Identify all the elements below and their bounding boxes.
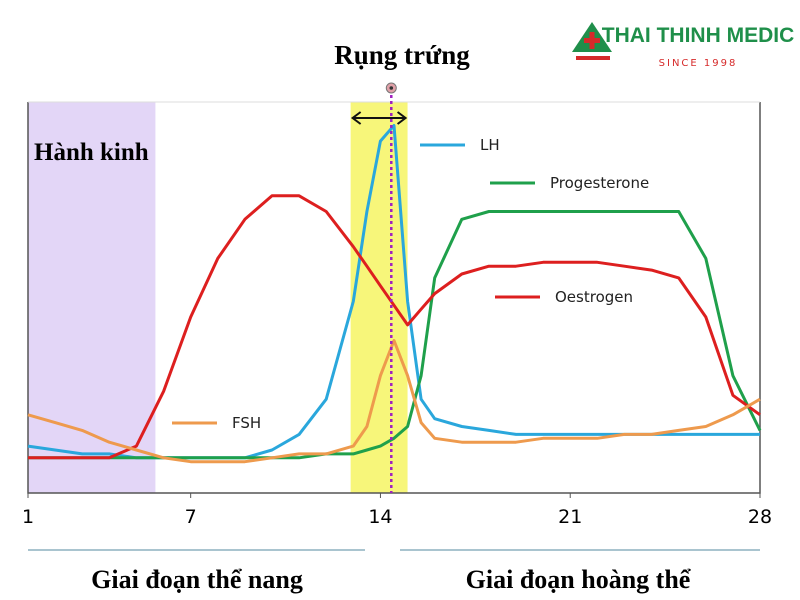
logo-base xyxy=(576,56,610,60)
logo: THAI THINH MEDIC SINCE 1998 xyxy=(572,22,794,69)
logo-since: SINCE 1998 xyxy=(659,58,738,69)
phase-label: Giai đoạn thể nang xyxy=(91,565,303,594)
ovulation-label: Rụng trứng xyxy=(334,40,470,70)
x-tick-label: 7 xyxy=(185,506,197,528)
x-tick-label: 1 xyxy=(22,506,34,528)
logo-cross xyxy=(589,32,595,49)
legend-label: LH xyxy=(480,136,500,154)
series-line xyxy=(28,194,761,460)
x-tick-label: 28 xyxy=(748,506,772,528)
x-tick-label: 14 xyxy=(368,506,392,528)
logo-name: THAI THINH MEDIC xyxy=(602,24,795,47)
window-arrow xyxy=(350,111,408,125)
legend-label: Oestrogen xyxy=(555,288,633,306)
legend-label: FSH xyxy=(232,414,261,432)
phase-label: Giai đoạn hoàng thể xyxy=(466,565,692,594)
frame xyxy=(27,102,761,494)
legend-label: Progesterone xyxy=(550,174,649,192)
menstruation-label: Hành kinh xyxy=(34,139,149,166)
x-tick-label: 21 xyxy=(558,506,582,528)
menstruation-band xyxy=(28,102,156,493)
series-line xyxy=(27,339,761,464)
plot: 1 7 14 21 28 LH Progesterone Oestrogen FSH xyxy=(22,82,772,528)
ovum-core xyxy=(389,86,394,90)
